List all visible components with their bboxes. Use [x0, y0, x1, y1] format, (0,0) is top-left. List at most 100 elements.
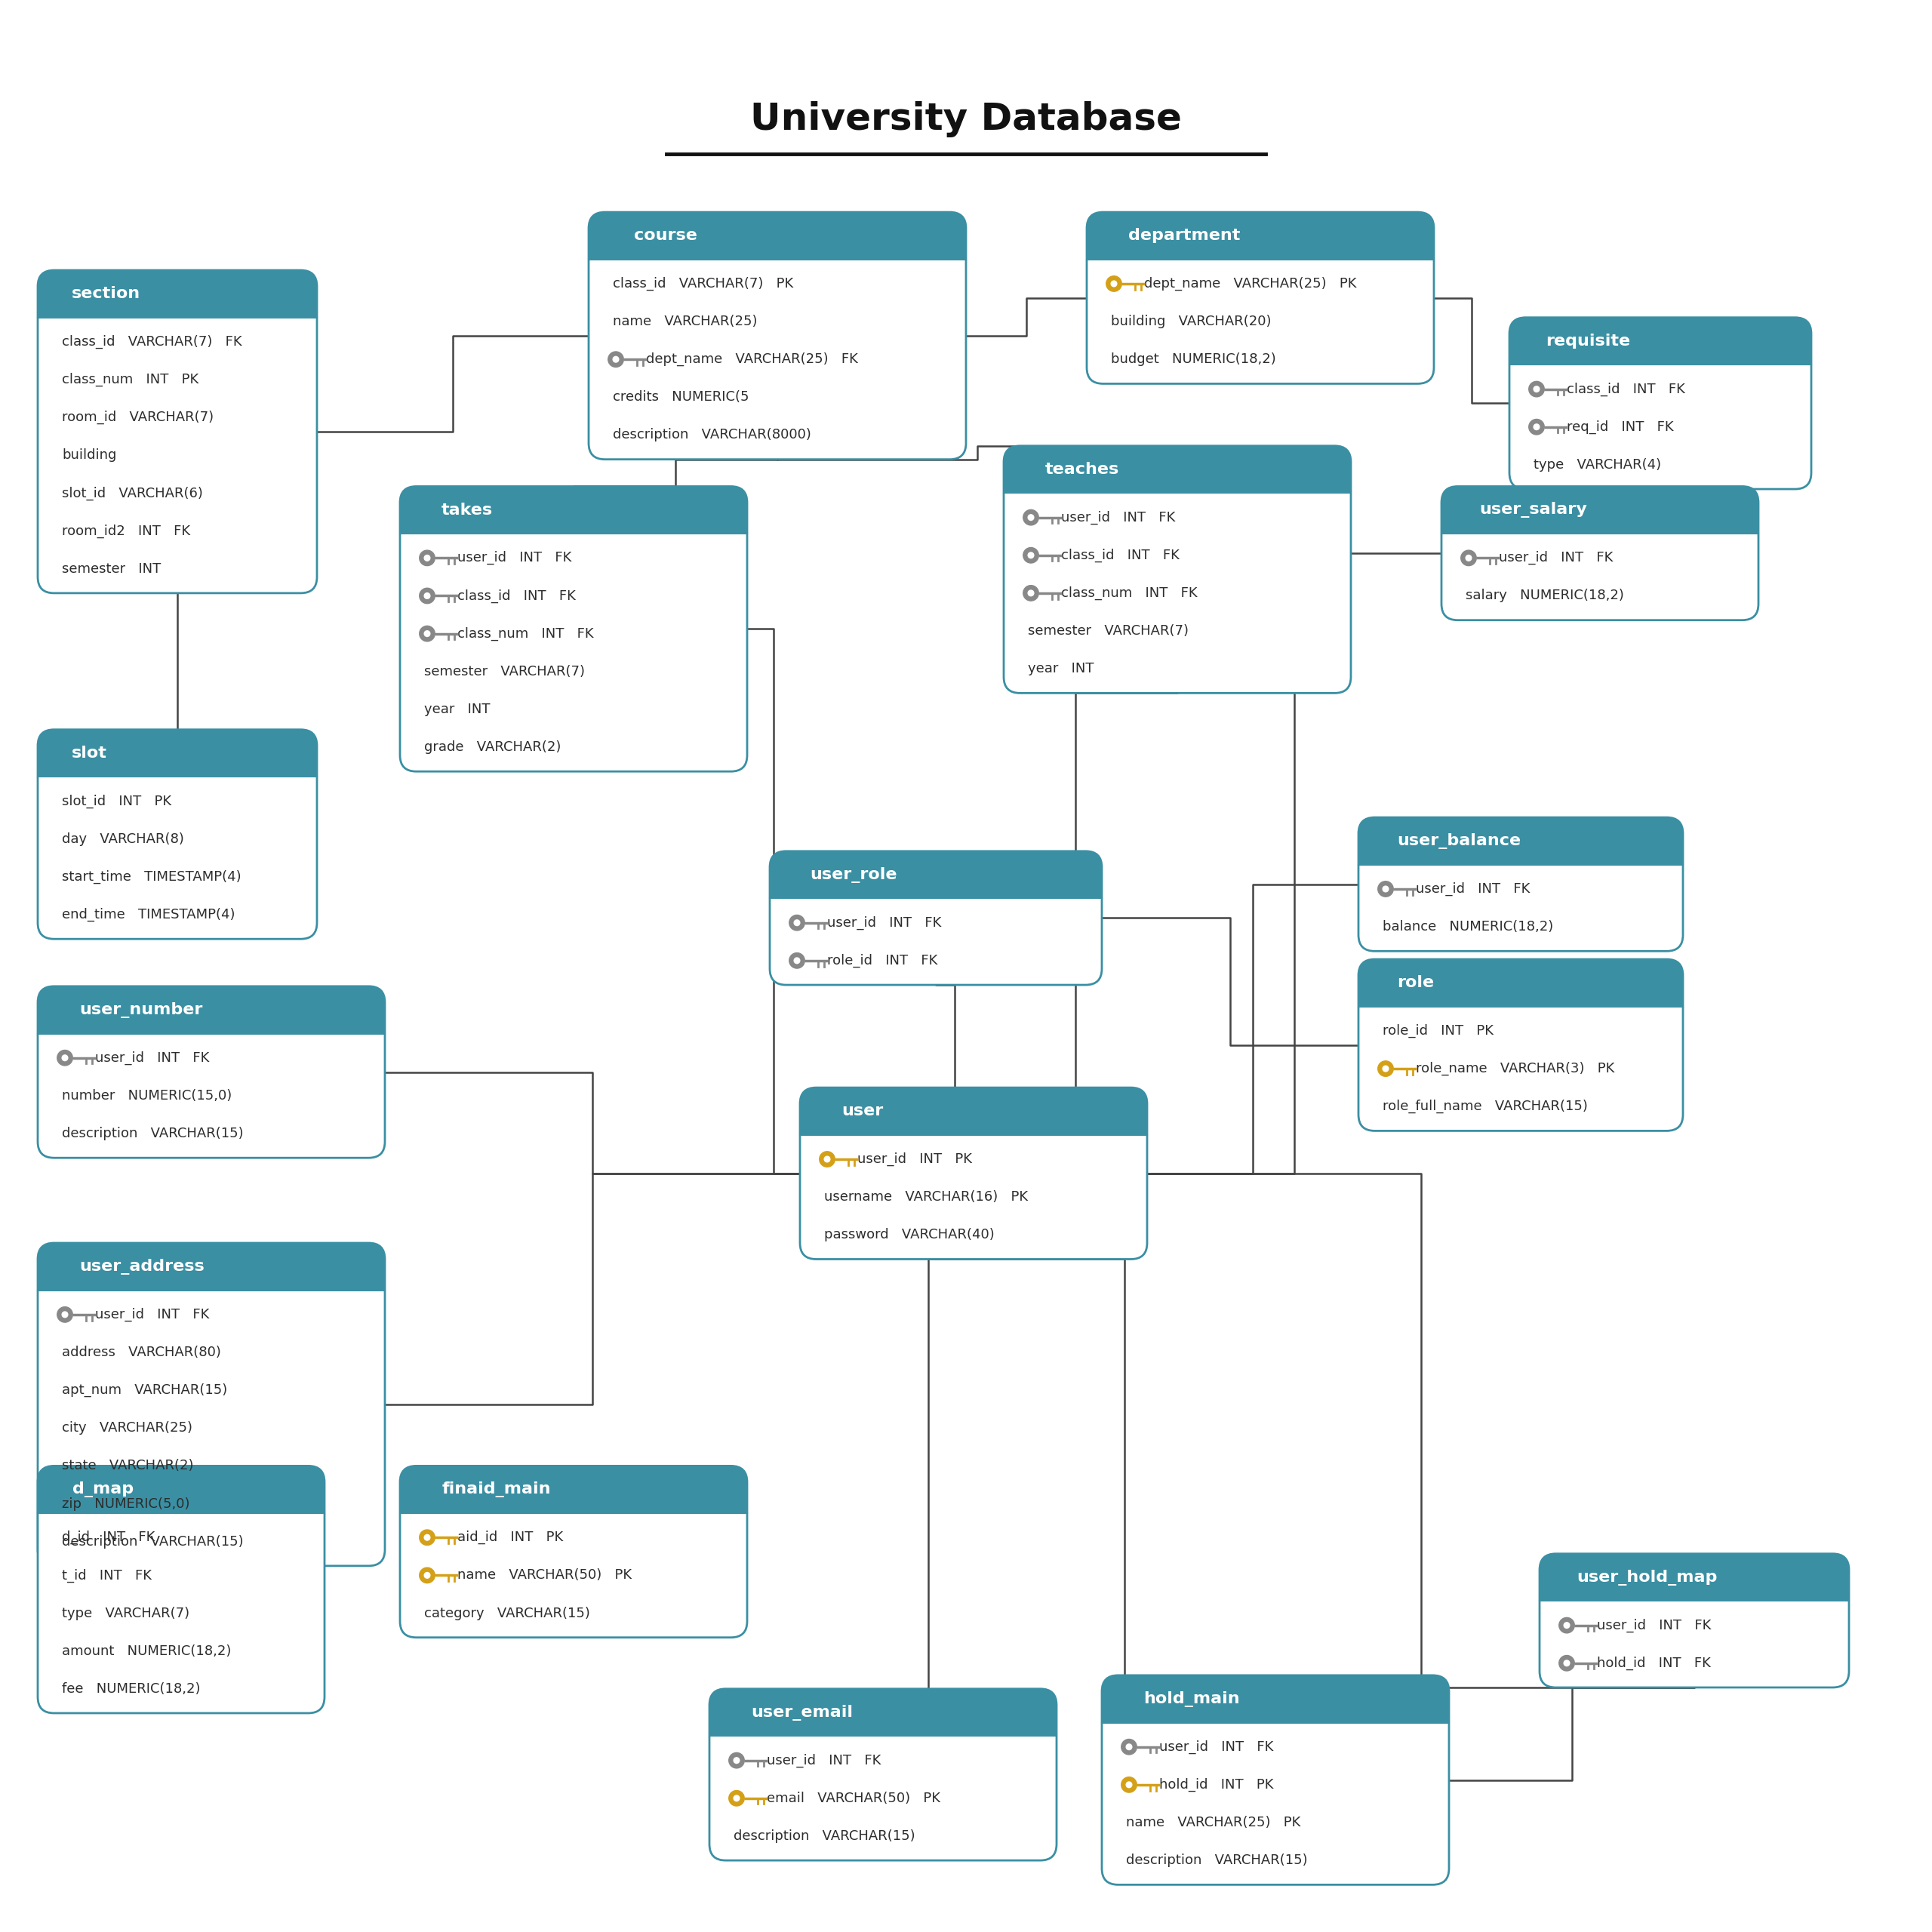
Text: description   VARCHAR(15): description VARCHAR(15) — [62, 1534, 243, 1548]
FancyBboxPatch shape — [39, 985, 384, 1157]
FancyBboxPatch shape — [1540, 1553, 1849, 1602]
Text: category   VARCHAR(15): category VARCHAR(15) — [425, 1605, 589, 1619]
Text: role_full_name   VARCHAR(15): role_full_name VARCHAR(15) — [1383, 1099, 1588, 1113]
Circle shape — [425, 554, 431, 560]
Text: user_email: user_email — [752, 1704, 852, 1719]
Text: salary   NUMERIC(18,2): salary NUMERIC(18,2) — [1466, 589, 1625, 603]
Text: fee   NUMERIC(18,2): fee NUMERIC(18,2) — [62, 1683, 201, 1696]
FancyBboxPatch shape — [400, 512, 748, 533]
Text: class_num   INT   FK: class_num INT FK — [1061, 585, 1198, 601]
FancyBboxPatch shape — [1441, 487, 1758, 533]
Circle shape — [1378, 881, 1393, 896]
Text: description   VARCHAR(8000): description VARCHAR(8000) — [612, 429, 811, 442]
FancyBboxPatch shape — [39, 270, 317, 317]
Circle shape — [825, 1155, 831, 1163]
Text: apt_num   VARCHAR(15): apt_num VARCHAR(15) — [62, 1383, 228, 1397]
Text: d_id   INT   FK: d_id INT FK — [62, 1530, 155, 1544]
Text: name   VARCHAR(25): name VARCHAR(25) — [612, 315, 757, 328]
Text: role: role — [1397, 976, 1434, 991]
Circle shape — [62, 1055, 68, 1061]
Circle shape — [794, 958, 800, 964]
FancyBboxPatch shape — [39, 1269, 384, 1291]
Text: role_id   INT   FK: role_id INT FK — [827, 954, 937, 968]
Text: password   VARCHAR(40): password VARCHAR(40) — [825, 1229, 995, 1242]
Text: takes: takes — [442, 502, 493, 518]
Text: hold_main: hold_main — [1144, 1690, 1240, 1706]
Circle shape — [1107, 276, 1122, 292]
FancyBboxPatch shape — [1005, 446, 1350, 493]
Text: semester   VARCHAR(7): semester VARCHAR(7) — [1028, 624, 1188, 638]
Text: room_id2   INT   FK: room_id2 INT FK — [62, 524, 189, 537]
FancyBboxPatch shape — [1358, 960, 1683, 1007]
Text: type   VARCHAR(4): type VARCHAR(4) — [1534, 458, 1662, 471]
Circle shape — [728, 1791, 744, 1806]
Text: start_time   TIMESTAMP(4): start_time TIMESTAMP(4) — [62, 869, 242, 883]
FancyBboxPatch shape — [1509, 317, 1812, 489]
Circle shape — [612, 357, 618, 363]
Text: class_id   INT   FK: class_id INT FK — [1061, 549, 1179, 562]
Circle shape — [58, 1306, 73, 1321]
FancyBboxPatch shape — [589, 213, 966, 259]
Text: type   VARCHAR(7): type VARCHAR(7) — [62, 1605, 189, 1619]
FancyBboxPatch shape — [1086, 213, 1434, 259]
Text: user_id   INT   FK: user_id INT FK — [1416, 883, 1530, 896]
Circle shape — [790, 952, 806, 968]
FancyBboxPatch shape — [1101, 1675, 1449, 1723]
Text: city   VARCHAR(25): city VARCHAR(25) — [62, 1422, 193, 1435]
Text: class_id   VARCHAR(7)   FK: class_id VARCHAR(7) FK — [62, 334, 242, 348]
Circle shape — [58, 1051, 73, 1066]
Text: dept_name   VARCHAR(25)   PK: dept_name VARCHAR(25) PK — [1144, 276, 1356, 290]
Text: University Database: University Database — [750, 100, 1182, 137]
Text: username   VARCHAR(16)   PK: username VARCHAR(16) PK — [825, 1190, 1028, 1204]
FancyBboxPatch shape — [39, 1242, 384, 1565]
Text: user_role: user_role — [810, 867, 896, 883]
FancyBboxPatch shape — [1358, 844, 1683, 866]
Text: budget   NUMERIC(18,2): budget NUMERIC(18,2) — [1111, 352, 1275, 367]
Circle shape — [419, 551, 435, 566]
Text: user_balance: user_balance — [1397, 833, 1520, 848]
Circle shape — [1028, 589, 1034, 595]
Text: class_num   INT   FK: class_num INT FK — [458, 626, 593, 641]
Text: email   VARCHAR(50)   PK: email VARCHAR(50) PK — [767, 1791, 941, 1804]
FancyBboxPatch shape — [1101, 1702, 1449, 1723]
Circle shape — [819, 1151, 835, 1167]
Circle shape — [1559, 1656, 1575, 1671]
Text: zip   NUMERIC(5,0): zip NUMERIC(5,0) — [62, 1497, 189, 1511]
Text: name   VARCHAR(50)   PK: name VARCHAR(50) PK — [458, 1569, 632, 1582]
FancyBboxPatch shape — [39, 755, 317, 777]
Text: user_salary: user_salary — [1480, 502, 1588, 518]
FancyBboxPatch shape — [400, 1466, 748, 1513]
Text: room_id   VARCHAR(7): room_id VARCHAR(7) — [62, 412, 214, 425]
Text: slot_id   INT   PK: slot_id INT PK — [62, 794, 172, 808]
Text: d_map: d_map — [71, 1482, 133, 1497]
Circle shape — [1378, 1061, 1393, 1076]
Circle shape — [1461, 551, 1476, 566]
FancyBboxPatch shape — [39, 1492, 325, 1513]
Circle shape — [425, 630, 431, 636]
Circle shape — [1024, 585, 1039, 601]
Text: semester   INT: semester INT — [62, 562, 160, 576]
FancyBboxPatch shape — [1358, 817, 1683, 866]
Text: user_id   INT   FK: user_id INT FK — [95, 1051, 209, 1065]
Text: description   VARCHAR(15): description VARCHAR(15) — [62, 1126, 243, 1140]
Text: user_id   INT   FK: user_id INT FK — [458, 551, 572, 564]
FancyBboxPatch shape — [1101, 1675, 1449, 1886]
Circle shape — [419, 1530, 435, 1546]
Text: dept_name   VARCHAR(25)   FK: dept_name VARCHAR(25) FK — [645, 352, 858, 367]
Text: user_id   INT   FK: user_id INT FK — [1061, 510, 1175, 524]
Text: user_number: user_number — [79, 1003, 203, 1018]
Text: user_id   INT   PK: user_id INT PK — [858, 1151, 972, 1167]
FancyBboxPatch shape — [39, 730, 317, 777]
Circle shape — [1028, 553, 1034, 558]
Text: credits   NUMERIC(5: credits NUMERIC(5 — [612, 390, 750, 404]
FancyBboxPatch shape — [400, 487, 748, 771]
FancyBboxPatch shape — [709, 1716, 1057, 1737]
FancyBboxPatch shape — [39, 985, 384, 1034]
Text: requisite: requisite — [1546, 334, 1631, 348]
Text: user_id   INT   FK: user_id INT FK — [1159, 1741, 1273, 1754]
Text: class_id   INT   FK: class_id INT FK — [1567, 383, 1685, 396]
Circle shape — [1383, 1066, 1389, 1072]
Text: teaches: teaches — [1045, 462, 1119, 477]
FancyBboxPatch shape — [1005, 471, 1350, 493]
Circle shape — [790, 916, 806, 931]
